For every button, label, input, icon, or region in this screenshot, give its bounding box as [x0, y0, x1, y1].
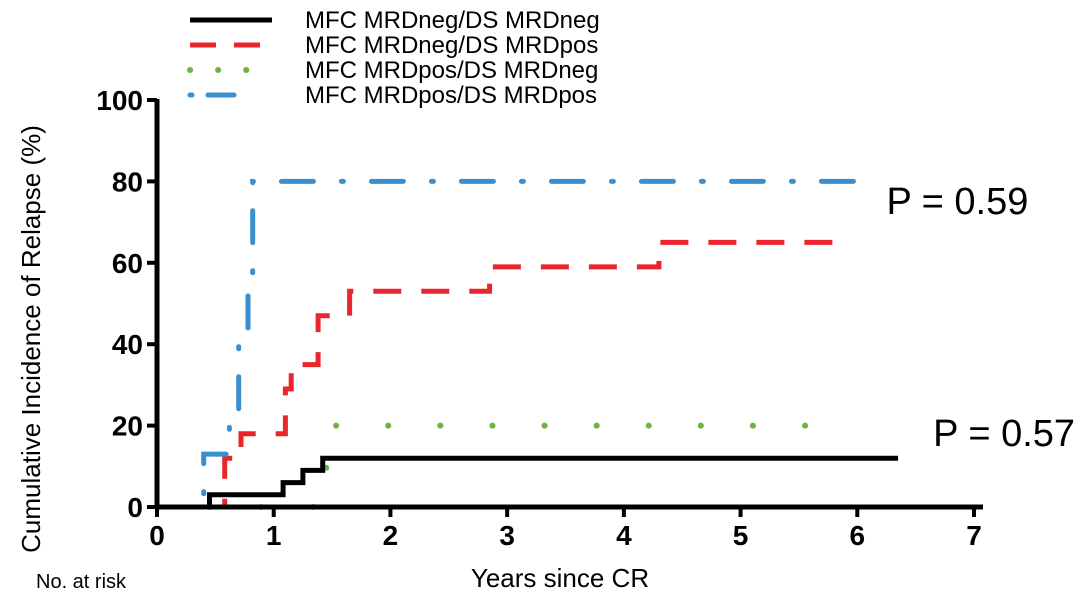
y-axis-label: Cumulative Incidence of Relapse (%)	[16, 125, 46, 553]
x-tick-label: 1	[266, 520, 282, 551]
axes	[154, 99, 983, 510]
y-ticks: 0 20 40 60 80 100	[96, 85, 157, 523]
x-tick-label: 0	[149, 520, 165, 551]
x-tick-label: 7	[966, 520, 982, 551]
annotations: P = 0.59 P = 0.57	[886, 181, 1075, 455]
x-tick-label: 2	[383, 520, 399, 551]
x-tick-label: 4	[616, 520, 632, 551]
p-value-annotation: P = 0.57	[933, 413, 1075, 455]
x-tick-label: 6	[849, 520, 865, 551]
at-risk-label: No. at risk	[36, 571, 127, 593]
y-tick-label: 20	[112, 411, 143, 442]
y-tick-label: 80	[112, 166, 143, 197]
legend-label-4: MFC MRDpos/DS MRDpos	[305, 82, 597, 109]
y-tick-label: 100	[96, 85, 143, 116]
x-tick-label: 3	[499, 520, 515, 551]
y-tick-label: 0	[127, 492, 143, 523]
series-line-2	[157, 239, 852, 510]
p-value-annotation: P = 0.59	[886, 181, 1028, 223]
x-axis-label: Years since CR	[471, 563, 649, 593]
legend-label-1: MFC MRDneg/DS MRDneg	[305, 7, 600, 34]
series-line-1	[157, 455, 899, 510]
legend-label-2: MFC MRDneg/DS MRDpos	[305, 32, 598, 59]
x-tick-label: 5	[733, 520, 749, 551]
x-ticks: 0 1 2 3 4 5 6 7	[149, 507, 982, 551]
series-line-4	[154, 178, 860, 510]
y-tick-label: 40	[112, 329, 143, 360]
y-tick-label: 60	[112, 248, 143, 279]
legend-label-3: MFC MRDpos/DS MRDneg	[305, 57, 598, 84]
curves	[154, 178, 899, 510]
